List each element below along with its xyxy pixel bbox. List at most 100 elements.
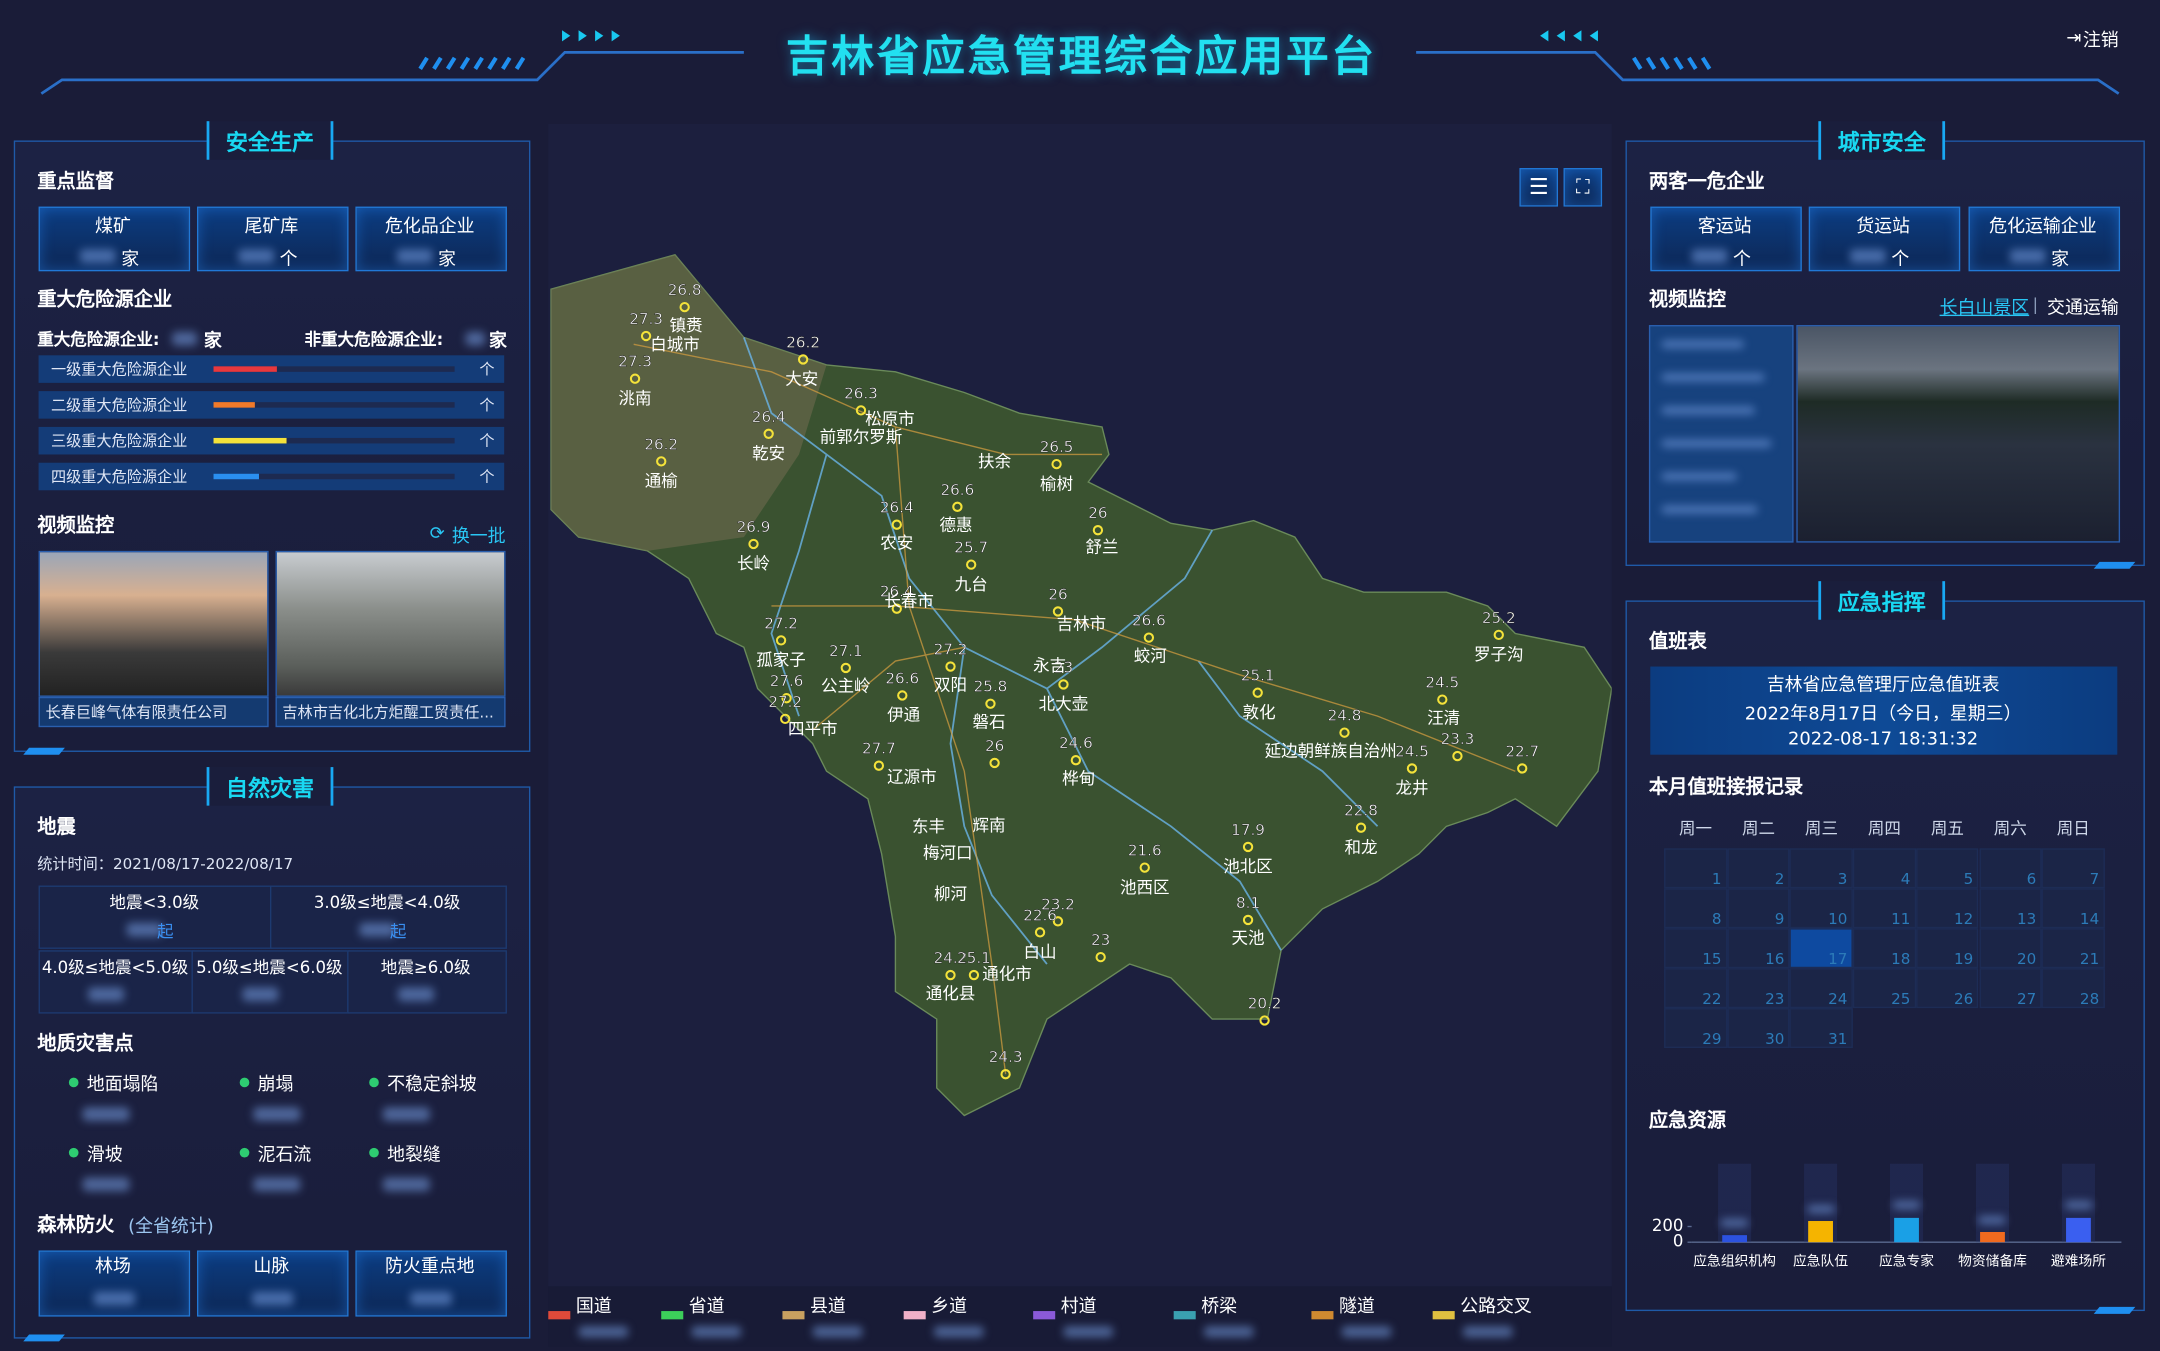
- station-dot: [1052, 916, 1064, 927]
- video-thumb[interactable]: [38, 550, 269, 697]
- calendar-day[interactable]: 3: [1789, 848, 1853, 889]
- logout-button[interactable]: 注销: [2082, 30, 2119, 52]
- day-number: 17: [1828, 950, 1848, 969]
- panel-title: 应急指挥: [1818, 581, 1946, 620]
- station-dot: [656, 456, 667, 467]
- legend-swatch[interactable]: [1173, 1311, 1196, 1320]
- calendar-day[interactable]: 18: [1852, 928, 1916, 969]
- section-title: 重点监督: [37, 170, 115, 193]
- calendar-day[interactable]: 12: [1915, 888, 1979, 929]
- video-tab[interactable]: 交通运输: [2047, 298, 2119, 319]
- video-thumb[interactable]: [275, 550, 506, 697]
- temperature-label: 27.3: [618, 353, 652, 371]
- legend-label[interactable]: 公路交叉: [1460, 1296, 1532, 1318]
- legend-label[interactable]: 省道: [688, 1296, 725, 1318]
- calendar-day[interactable]: 31: [1789, 1008, 1853, 1049]
- calendar-day[interactable]: 28: [2041, 968, 2105, 1009]
- calendar-day[interactable]: 2: [1727, 848, 1790, 889]
- section-title: 值班表: [1648, 630, 1707, 653]
- station-dot: [873, 760, 885, 771]
- place-label: 罗子沟: [1474, 645, 1524, 664]
- station-dot: [1000, 1069, 1011, 1080]
- temperature-label: 23: [1091, 931, 1110, 949]
- legend-swatch[interactable]: [548, 1311, 571, 1320]
- calendar-day[interactable]: 10: [1789, 888, 1853, 929]
- station-dot: [1339, 727, 1350, 738]
- legend-swatch[interactable]: [1311, 1311, 1334, 1320]
- calendar-day[interactable]: 23: [1727, 968, 1790, 1009]
- calendar-day[interactable]: 22: [1664, 968, 1728, 1009]
- temperature-label: 17.9: [1231, 821, 1265, 839]
- blurred-value: [1978, 1215, 2007, 1224]
- logout-icon: ⇥: [2066, 28, 2082, 49]
- refresh-button[interactable]: 换一批: [451, 526, 506, 548]
- calendar-day[interactable]: 6: [1978, 848, 2042, 889]
- calendar-day[interactable]: 5: [1915, 848, 1979, 889]
- place-label: 龙井: [1395, 779, 1428, 798]
- calendar-day[interactable]: 17: [1789, 928, 1853, 969]
- fullscreen-button[interactable]: ⛶: [1563, 168, 1603, 207]
- legend-swatch[interactable]: [903, 1311, 926, 1320]
- calendar-day[interactable]: 4: [1852, 848, 1916, 889]
- legend-swatch[interactable]: [782, 1311, 805, 1320]
- place-label: 池北区: [1223, 857, 1273, 876]
- calendar-day[interactable]: 19: [1915, 928, 1979, 969]
- station-dot: [966, 559, 977, 570]
- list-button[interactable]: ☰: [1519, 168, 1559, 207]
- calendar-day[interactable]: 20: [1978, 928, 2042, 969]
- legend-label[interactable]: 国道: [575, 1296, 612, 1318]
- place-label: 乾安: [752, 444, 785, 463]
- temperature-label: 24.8: [1328, 707, 1362, 725]
- calendar-day[interactable]: 1: [1664, 848, 1728, 889]
- legend-label[interactable]: 隧道: [1338, 1296, 1375, 1318]
- day-number: 16: [1765, 950, 1785, 969]
- geo-label: 泥石流: [257, 1145, 312, 1166]
- weekday-label: 周四: [1867, 818, 1901, 839]
- calendar-day[interactable]: 26: [1915, 968, 1979, 1009]
- place-label: 通榆: [645, 472, 679, 491]
- calendar-day[interactable]: 9: [1727, 888, 1790, 929]
- calendar-day[interactable]: 14: [2041, 888, 2105, 929]
- day-number: 4: [1900, 870, 1911, 889]
- blurred-value: [2064, 1201, 2093, 1210]
- calendar-day[interactable]: 16: [1727, 928, 1790, 969]
- calendar-day[interactable]: 13: [1978, 888, 2042, 929]
- station-dot: [679, 301, 690, 313]
- temperature-label: 20.2: [1248, 994, 1282, 1012]
- calendar-day[interactable]: 21: [2041, 928, 2105, 969]
- day-number: 18: [1891, 950, 1911, 969]
- calendar-day[interactable]: 7: [2041, 848, 2105, 889]
- video-tab[interactable]: 长白山景区: [1939, 298, 2030, 319]
- level-bar: [213, 437, 286, 444]
- fire-label: 防火重点地: [385, 1256, 475, 1278]
- legend-swatch[interactable]: [1033, 1311, 1056, 1320]
- calendar-day[interactable]: 24: [1789, 968, 1853, 1009]
- day-number: 6: [2026, 870, 2037, 889]
- key-item-label: 危化品企业: [385, 216, 475, 238]
- legend-label[interactable]: 桥梁: [1201, 1296, 1238, 1318]
- weekday-label: 周六: [1993, 818, 2027, 839]
- day-number: 25: [1891, 990, 1911, 1009]
- calendar-day[interactable]: 25: [1852, 968, 1916, 1009]
- legend-swatch[interactable]: [661, 1311, 684, 1320]
- legend-label[interactable]: 村道: [1060, 1296, 1097, 1318]
- calendar-day[interactable]: 11: [1852, 888, 1916, 929]
- temperature-label: 8.1: [1236, 894, 1260, 912]
- calendar-day[interactable]: 8: [1664, 888, 1728, 929]
- calendar-day[interactable]: 15: [1664, 928, 1728, 969]
- calendar-day[interactable]: 29: [1664, 1008, 1728, 1049]
- place-label: 桦甸: [1062, 769, 1095, 788]
- legend-swatch[interactable]: [1432, 1311, 1455, 1320]
- legend-label[interactable]: 乡道: [931, 1296, 968, 1318]
- temperature-label: 25.1: [1241, 667, 1275, 685]
- video-frame[interactable]: [1796, 325, 2121, 543]
- place-label: 天池: [1232, 929, 1265, 948]
- geo-dot: [239, 1072, 258, 1093]
- calendar-day[interactable]: 27: [1978, 968, 2042, 1009]
- geo-dot: [68, 1072, 87, 1093]
- temperature-label: 25.1: [957, 949, 991, 967]
- blurred-value: [241, 987, 278, 1002]
- plain-area: [551, 254, 827, 551]
- legend-label[interactable]: 县道: [809, 1296, 846, 1318]
- calendar-day[interactable]: 30: [1727, 1008, 1790, 1049]
